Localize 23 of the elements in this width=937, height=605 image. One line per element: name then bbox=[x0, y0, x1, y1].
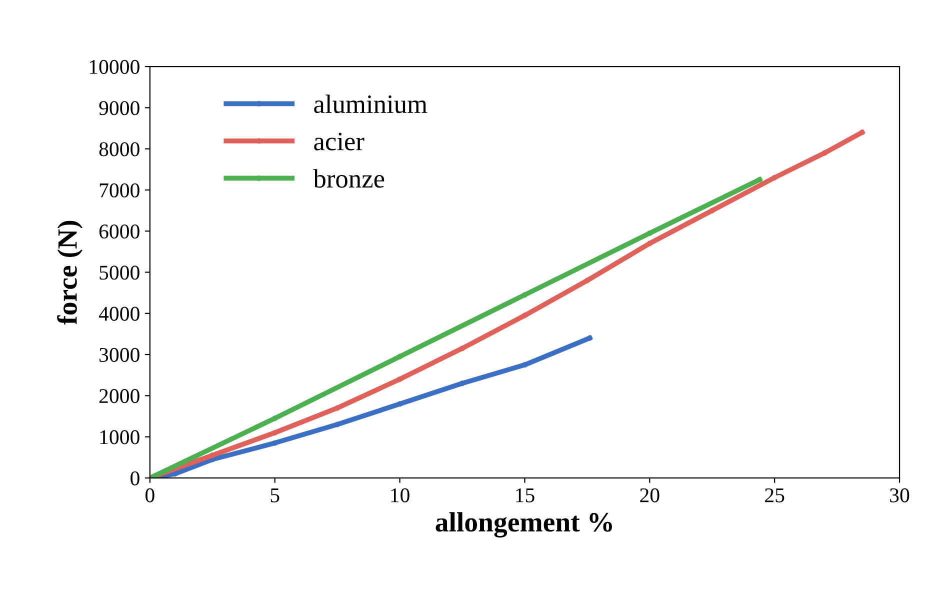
x-tick-label: 10 bbox=[391, 488, 410, 502]
y-axis-title: force (N) bbox=[57, 220, 83, 325]
x-tick-label: 15 bbox=[516, 488, 534, 502]
y-tick-label: 9000 bbox=[99, 101, 140, 116]
legend-label: bronze bbox=[313, 169, 384, 188]
y-tick-label: 6000 bbox=[99, 224, 140, 239]
legend-label: aluminium bbox=[314, 94, 428, 114]
y-tick-label: 8000 bbox=[99, 142, 140, 156]
legend-label: acier bbox=[314, 132, 364, 150]
x-tick-label: 5 bbox=[270, 488, 280, 502]
x-tick-label: 0 bbox=[146, 488, 154, 502]
x-tick-label: 30 bbox=[890, 488, 910, 502]
y-tick-label: 5000 bbox=[100, 266, 140, 280]
y-tick-label: 10000 bbox=[90, 60, 140, 74]
y-tick-label: 1000 bbox=[100, 430, 140, 444]
y-tick-label: 0 bbox=[130, 471, 140, 486]
x-tick-label: 20 bbox=[640, 488, 660, 502]
y-tick-label: 4000 bbox=[98, 306, 140, 321]
y-tick-label: 7000 bbox=[100, 183, 140, 198]
y-tick-label: 3000 bbox=[100, 348, 140, 362]
y-tick-label: 2000 bbox=[99, 389, 140, 404]
x-tick-label: 25 bbox=[765, 488, 784, 502]
x-axis-title: allongement % bbox=[436, 512, 612, 538]
